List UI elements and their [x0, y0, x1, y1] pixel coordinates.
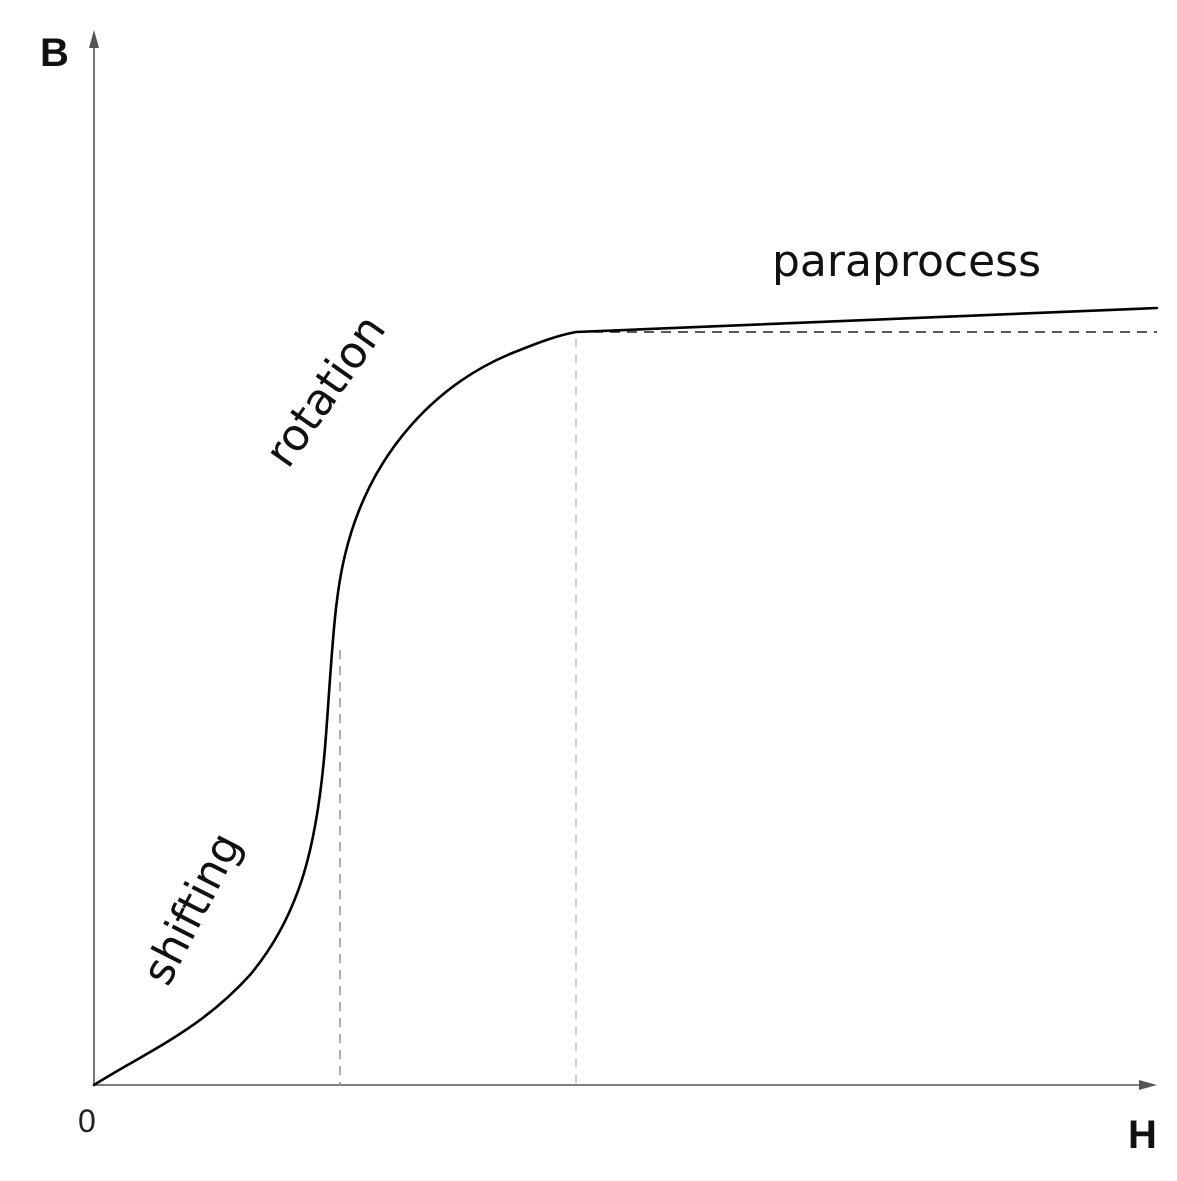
y-axis-label: B	[40, 31, 69, 75]
x-axis-label: H	[1128, 1113, 1157, 1157]
origin-label: 0	[78, 1103, 96, 1139]
y-axis-arrow-icon	[89, 30, 99, 48]
x-axis-arrow-icon	[1139, 1080, 1157, 1090]
magnetization-curve	[92, 306, 1159, 1087]
rotation-region-label: rotation	[255, 306, 396, 477]
paraprocess-region-label: paraprocess	[772, 236, 1041, 287]
shifting-region-label: shifting	[132, 825, 251, 993]
